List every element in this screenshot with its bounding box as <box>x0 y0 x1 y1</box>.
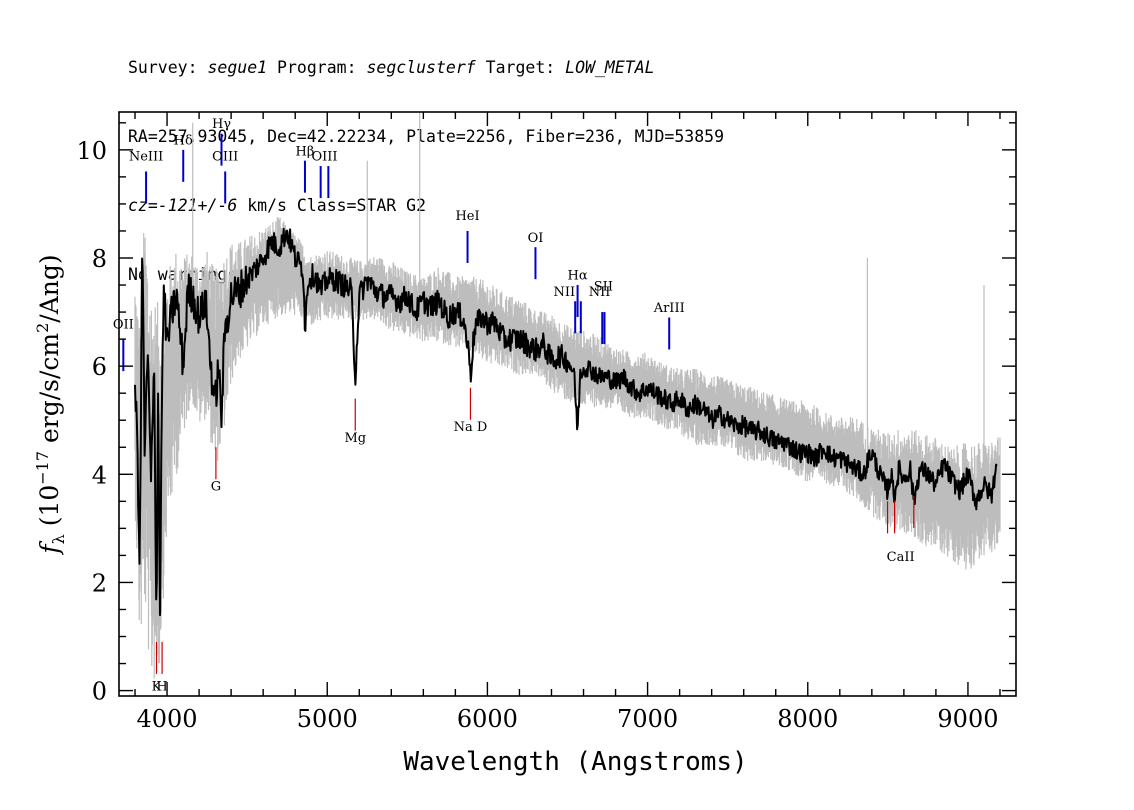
emission-line-label: NII <box>553 285 575 300</box>
y-tick-label: 10 <box>76 137 107 165</box>
target-value: LOW_METAL <box>565 58 655 77</box>
emission-line-label: HeI <box>455 209 479 224</box>
emission-line-label: NeIII <box>129 150 163 165</box>
emission-line-label: NII <box>589 285 611 300</box>
y-tick-label: 8 <box>92 245 107 273</box>
absorption-line-label: G <box>211 480 221 495</box>
x-tick-label: 5000 <box>297 705 358 733</box>
absorption-line-label: H <box>156 680 167 695</box>
emission-line-label: OII <box>113 317 134 332</box>
absorption-line-label: K <box>152 680 162 695</box>
plot-frame <box>118 111 1017 697</box>
redshift-value: cz=-121+/-6 <box>128 196 238 215</box>
x-axis-label: Wavelength (Angstroms) <box>403 747 747 777</box>
emission-line-label: OI <box>528 231 544 246</box>
y-tick-label: 4 <box>92 461 107 489</box>
x-tick-label: 9000 <box>937 705 998 733</box>
flux-line <box>134 227 998 617</box>
emission-line-label: SII <box>594 279 613 294</box>
class-text: km/s Class=STAR G2 <box>247 196 427 215</box>
absorption-line-label: CaII <box>887 550 915 565</box>
program-label: Program: <box>277 58 357 77</box>
absorption-line-label: Mg <box>344 431 366 446</box>
target-label: Target: <box>485 58 556 77</box>
x-tick-label: 6000 <box>457 705 518 733</box>
y-axis-label: fλ (10−17 erg/s/cm2/Ang) <box>33 254 68 555</box>
y-tick-label: 0 <box>92 678 107 706</box>
emission-line-label: OIII <box>311 150 337 165</box>
emission-line-label: Hβ <box>296 144 315 159</box>
absorption-line-label: Na D <box>454 420 488 435</box>
emission-line-label: Hγ <box>212 117 231 132</box>
survey-label: Survey: <box>128 58 198 77</box>
plot-area <box>134 112 1001 679</box>
survey-value: segue1 <box>207 58 268 77</box>
error-envelope <box>134 112 1001 679</box>
y-tick-label: 6 <box>92 353 107 381</box>
header-line-3: cz=-121+/-6 km/s Class=STAR G2 <box>128 194 724 217</box>
y-tick-label: 2 <box>92 569 107 597</box>
program-value: segclusterf <box>366 58 476 77</box>
emission-line-label: Hδ <box>174 133 193 148</box>
emission-line-label: Hα <box>568 269 588 284</box>
x-tick-label: 8000 <box>777 705 838 733</box>
x-tick-label: 4000 <box>137 705 198 733</box>
emission-line-label: ArIII <box>653 301 685 316</box>
header-line-1: Survey: segue1 Program: segclusterf Targ… <box>128 56 724 79</box>
x-tick-label: 7000 <box>617 705 678 733</box>
emission-line-label: OIII <box>212 150 238 165</box>
